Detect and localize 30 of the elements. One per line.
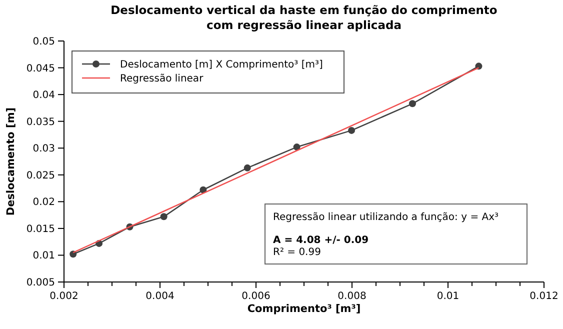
point	[160, 213, 168, 220]
x-tick-label: 0.01	[436, 291, 460, 302]
legend-label: Deslocamento [m] X Comprimento³ [m³]	[120, 60, 323, 70]
point	[244, 164, 251, 172]
point	[293, 144, 300, 151]
y-tick-label: 0.04	[32, 90, 55, 102]
point	[70, 250, 77, 258]
annotation: Regressão linear utilizando a função: y = Ax³	[273, 212, 499, 223]
y-tick-label: 0.005	[26, 278, 55, 288]
x-tick-label: 0.004	[146, 291, 174, 302]
y-tick-label: 0.03	[32, 144, 55, 155]
x-tick-label: 0.012	[530, 291, 558, 302]
legend-label: Regressão linear	[120, 74, 204, 84]
y-tick-label: 0.035	[26, 116, 55, 128]
y-tick-label: 0.05	[32, 36, 55, 48]
x-tick-label: 0.008	[338, 291, 366, 302]
y-tick-label: 0.02	[32, 197, 55, 208]
x-tick-label: 0.006	[242, 291, 270, 302]
point	[348, 126, 356, 134]
y-tick-label: 0.025	[26, 170, 55, 182]
annotation: R² = 0.99	[273, 247, 321, 258]
x-axis-title: Comprimento³ [m³]	[247, 303, 361, 315]
annotation: A = 4.08 +/- 0.09	[273, 235, 369, 246]
point	[408, 100, 416, 108]
y-tick-label: 0.015	[26, 224, 55, 235]
y-axis-title: Deslocamento [m]	[5, 107, 17, 216]
x-tick-label: 0.002	[50, 291, 78, 302]
y-tick-label: 0.045	[26, 63, 55, 74]
y-tick-label: 0.01	[32, 250, 55, 262]
chart-title: Deslocamento vertical da haste em função do comprimento com regressão linear aplicada	[110, 3, 498, 32]
